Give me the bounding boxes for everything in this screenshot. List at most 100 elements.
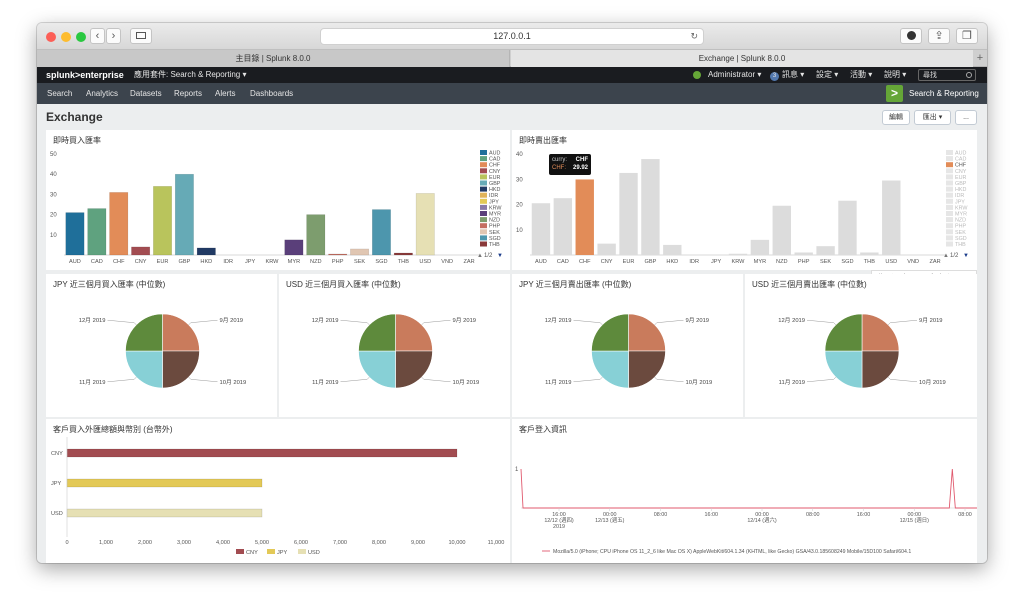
panel-title: 即時買入匯率 — [53, 136, 101, 145]
chart-tooltip: curry: CHF CHF: 29.92 — [549, 154, 591, 175]
tab-home[interactable]: 主目錄 | Splunk 8.0.0 — [37, 50, 510, 67]
pie-leader-line — [107, 376, 137, 383]
close-window-button[interactable] — [46, 32, 56, 42]
pie-slice — [162, 313, 200, 352]
pie-slice-label: 11月 2019 — [779, 379, 805, 386]
legend-item-eur: EUR — [955, 175, 966, 181]
legend-swatch-sgd — [946, 235, 953, 241]
pie-panel-usd-sell: USD 近三個月賣出匯率 (中位數) 9月 2019 10月 2019 11月 20… — [745, 274, 977, 417]
x-tick-label: SGD — [841, 259, 853, 265]
back-button[interactable]: ‹ — [90, 28, 105, 44]
legend-item-chf: CHF — [489, 163, 501, 169]
share-button[interactable]: ⇪ — [928, 28, 950, 44]
y-tick-label: 40 — [50, 172, 57, 178]
x-tick-label: 3,000 — [177, 540, 191, 546]
legend-swatch-chf — [946, 162, 953, 168]
legend-item-idr: IDR — [955, 193, 964, 199]
customer-total-chart: CNY JPY USD 0 1,000 2,000 3,000 4,000 5,000 6,000… — [51, 437, 504, 556]
splunk-logo[interactable]: splunk>enterprise — [46, 70, 124, 80]
help-menu[interactable]: 說明 ▾ — [884, 70, 907, 79]
search-input[interactable]: 尋找 — [923, 72, 937, 79]
x-tick-label: KRW — [732, 259, 746, 265]
x-tick-label: CAD — [557, 259, 569, 265]
tab-exchange[interactable]: Exchange | Splunk 8.0.0 — [511, 50, 973, 67]
x-tick-label: MYR — [288, 259, 300, 265]
pie-leader-line — [887, 319, 918, 326]
pie-leader-line — [654, 319, 684, 326]
new-tab-button[interactable]: + — [973, 50, 987, 67]
splunk-nav-bar: Search Analytics Datasets Reports Alerts… — [37, 83, 987, 104]
pie-slice — [125, 350, 163, 389]
x-tick-label: 2019 — [553, 524, 565, 530]
activity-menu[interactable]: 活動 ▾ — [850, 70, 873, 79]
x-tick-label: IDR — [223, 259, 233, 265]
pie-panel-jpy-sell: JPY 近三個月賣出匯率 (中位數) 9月 2019 10月 2019 11月 20… — [512, 274, 743, 417]
export-button[interactable]: 匯出 ▾ — [914, 110, 951, 125]
bar-nzd — [306, 214, 326, 256]
nav-dashboards[interactable]: Dashboards — [250, 89, 294, 98]
app-menu[interactable]: 應用套件: Search & Reporting ▾ — [134, 70, 247, 79]
legend-item-cny: CNY — [955, 169, 967, 175]
x-tick-label: 0 — [65, 540, 68, 546]
x-tick-label: 12/14 (週六) — [747, 516, 777, 524]
y-tick-label: 30 — [50, 192, 57, 198]
legend-swatch-chf — [480, 162, 487, 168]
nav-alerts[interactable]: Alerts — [215, 89, 236, 98]
url-bar[interactable]: 127.0.0.1 ↻ — [320, 28, 704, 45]
tooltip-value: 29.92 — [572, 165, 588, 171]
user-menu[interactable]: Administrator ▾ — [708, 70, 762, 79]
sidebar-button[interactable] — [130, 28, 152, 44]
minimize-window-button[interactable] — [61, 32, 71, 42]
tabs-icon: ❐ — [962, 30, 972, 42]
reload-icon[interactable]: ↻ — [690, 31, 698, 41]
pie-slice — [861, 313, 900, 352]
legend-swatch-usd — [298, 549, 306, 554]
pie-chart: 9月 2019 10月 2019 11月 2019 12月 2019 — [545, 313, 712, 389]
search-box[interactable]: 尋找 — [918, 69, 976, 81]
nav-datasets[interactable]: Datasets — [130, 89, 162, 98]
x-tick-label: USD — [885, 259, 897, 265]
settings-menu[interactable]: 設定 ▾ — [816, 70, 839, 79]
legend-page-indicator: 1/2 — [484, 253, 493, 259]
x-tick-label: THB — [398, 259, 409, 265]
x-tick-label: CNY — [601, 259, 613, 265]
panel-title: JPY 近三個月買入匯率 (中位數) — [53, 280, 166, 289]
x-tick-label: 4,000 — [216, 540, 230, 546]
series-line — [520, 468, 977, 509]
downloads-button[interactable] — [900, 28, 922, 44]
zoom-window-button[interactable] — [76, 32, 86, 42]
more-button[interactable]: ... — [955, 110, 977, 125]
tabs-overview-button[interactable]: ❐ — [956, 28, 978, 44]
x-tick-label: USD — [419, 259, 431, 265]
x-tick-label: EUR — [157, 259, 169, 265]
app-logo-icon: > — [886, 85, 903, 102]
legend-item-eur: EUR — [489, 175, 500, 181]
legend-swatch-cny — [480, 168, 487, 174]
messages-menu[interactable]: 訊息 ▾ — [782, 70, 805, 79]
x-tick-label: SGD — [375, 259, 387, 265]
legend-item-myr: MYR — [955, 212, 967, 218]
bar-cny — [131, 246, 151, 256]
edit-button[interactable]: 編輯 — [882, 110, 910, 125]
pie-slice — [358, 313, 396, 352]
legend-item-nzd: NZD — [955, 218, 966, 224]
x-tick-label: 10,000 — [448, 540, 465, 546]
nav-search[interactable]: Search — [47, 89, 73, 98]
bar-cad — [553, 198, 573, 255]
legend-page-down-icon: ▼ — [497, 253, 503, 259]
x-tick-label: AUD — [69, 259, 81, 265]
forward-button[interactable]: › — [106, 28, 121, 44]
pie-leader-line — [806, 376, 837, 383]
pie-chart: 9月 2019 10月 2019 11月 2019 12月 2019 — [778, 313, 946, 389]
nav-analytics[interactable]: Analytics — [86, 89, 119, 98]
legend-swatch-sek — [946, 229, 953, 235]
sell-rate-panel: 即時賣出匯率 10 20 30 40 AUD CAD CHF CNY EUR GBP HKD IDR J… — [512, 130, 977, 270]
pie-leader-line — [188, 376, 218, 383]
pie-slice-label: 9月 2019 — [686, 317, 710, 324]
pie-slice-label: 9月 2019 — [220, 317, 244, 324]
pie-slice-label: 10月 2019 — [919, 379, 946, 386]
x-tick-label: 12/13 (週五) — [595, 516, 625, 524]
nav-reports[interactable]: Reports — [174, 89, 203, 98]
app-name[interactable]: Search & Reporting — [909, 89, 979, 98]
